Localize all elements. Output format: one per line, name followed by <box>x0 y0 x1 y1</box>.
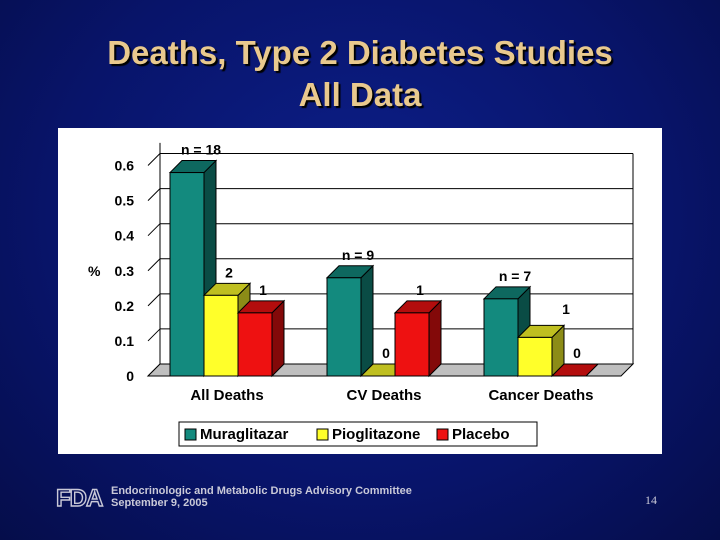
page-number: 14 <box>645 493 657 507</box>
y-tick-label: 0.2 <box>115 298 135 314</box>
y-tick-label: 0 <box>126 368 134 384</box>
bar <box>326 277 362 377</box>
gridline-diag <box>147 328 161 342</box>
title-line-1: Deaths, Type 2 Diabetes Studies <box>107 34 613 71</box>
y-tick-label: 0.1 <box>115 333 135 349</box>
bar <box>237 312 273 377</box>
legend-label: Placebo <box>452 426 510 443</box>
group-n-label: n = 18 <box>181 142 221 158</box>
bar-side <box>271 299 285 378</box>
bar <box>394 312 430 377</box>
y-tick-label: 0.6 <box>115 158 135 174</box>
meeting-date: September 9, 2005 <box>111 497 208 509</box>
bar <box>483 298 519 377</box>
group-n-label: n = 7 <box>499 268 532 284</box>
svg-text:FDA: FDA <box>56 485 103 510</box>
gridline-diag <box>147 188 161 201</box>
bar-value-label: 1 <box>562 301 570 317</box>
bar <box>517 336 553 377</box>
x-category-label: CV Deaths <box>346 387 421 404</box>
committee-text: Endocrinologic and Metabolic Drugs Advis… <box>111 485 412 509</box>
y-tick-label: 0.4 <box>115 228 135 244</box>
bar-value-label: 1 <box>259 282 267 298</box>
bar-side <box>428 299 442 378</box>
chart-panel: 0 0.1 0.2 0.3 0.4 0.5 0.6% 2 1 n = 18 All Deaths 0 1… <box>58 128 662 454</box>
gridline-diag <box>147 258 161 272</box>
legend-swatch <box>436 428 449 441</box>
committee-name: Endocrinologic and Metabolic Drugs Advis… <box>111 485 412 497</box>
legend-label: Muraglitazar <box>200 426 289 443</box>
legend-swatch <box>316 428 329 441</box>
bar-side <box>360 264 374 378</box>
gridline-diag <box>147 223 161 237</box>
fda-logo-icon: FDA <box>55 484 104 510</box>
bar <box>203 294 239 377</box>
legend-label: Pioglitazone <box>332 426 420 443</box>
y-tick-label: 0.5 <box>115 193 135 209</box>
legend-box <box>178 421 538 447</box>
bar <box>169 172 205 377</box>
gridline-diag <box>147 153 161 166</box>
bar-value-label: 0 <box>382 345 390 361</box>
title-line-2: All Data <box>298 76 422 113</box>
gridline-diag <box>147 293 161 307</box>
y-axis-label: % <box>88 263 101 279</box>
y-tick-label: 0.3 <box>115 263 135 279</box>
x-category-label: All Deaths <box>190 387 263 404</box>
slide-title: Deaths, Type 2 Diabetes Studies All Data <box>0 32 720 116</box>
group-n-label: n = 9 <box>342 247 375 263</box>
bar-value-label: 1 <box>416 282 424 298</box>
legend-swatch <box>184 428 197 441</box>
bar-chart: 0 0.1 0.2 0.3 0.4 0.5 0.6% 2 1 n = 18 All Deaths 0 1… <box>88 142 635 447</box>
bar-value-label: 0 <box>573 345 581 361</box>
bar-top <box>550 363 600 377</box>
bar-value-label: 2 <box>225 264 233 280</box>
x-category-label: Cancer Deaths <box>488 387 593 404</box>
